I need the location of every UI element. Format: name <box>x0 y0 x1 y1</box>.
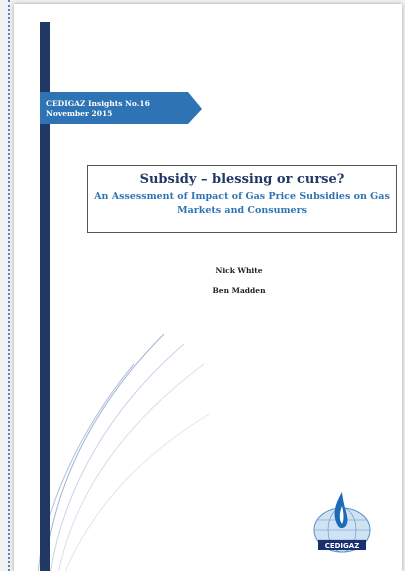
logo: CEDIGAZ <box>308 488 376 562</box>
side-bar <box>40 22 50 571</box>
title-box: Subsidy – blessing or curse? An Assessme… <box>87 165 397 233</box>
title: Subsidy – blessing or curse? <box>139 172 345 187</box>
frame-border <box>8 0 10 571</box>
series-label: CEDIGAZ Insights No.16 <box>46 99 150 108</box>
banner-text: CEDIGAZ Insights No.16 November 2015 <box>46 99 150 119</box>
logo-text: CEDIGAZ <box>324 542 360 550</box>
banner <box>40 92 202 124</box>
date-label: November 2015 <box>46 109 113 118</box>
author: Ben Madden <box>212 286 266 295</box>
author: Nick White <box>215 266 263 275</box>
subtitle: An Assessment of Impact of Gas Price Sub… <box>94 191 390 216</box>
cover-page: CEDIGAZ Insights No.16 November 2015 Sub… <box>14 4 402 571</box>
